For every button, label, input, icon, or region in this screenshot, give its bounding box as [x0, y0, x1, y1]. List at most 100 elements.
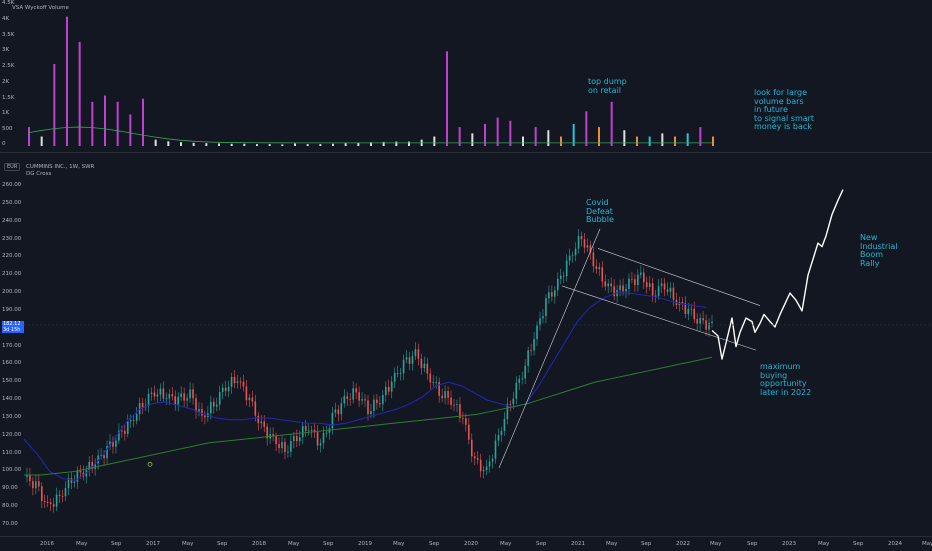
candle-body — [313, 429, 316, 433]
candle-body — [129, 420, 132, 422]
volume-bar — [91, 101, 94, 146]
candle-body — [293, 435, 295, 442]
time-axis-label: Sep — [536, 541, 547, 547]
candle-body — [619, 285, 621, 291]
candle-body — [453, 404, 455, 406]
projection-path — [711, 189, 844, 360]
candle-body — [491, 458, 494, 462]
candle-body — [473, 456, 476, 459]
trendline-rise — [498, 228, 601, 469]
candle-body — [263, 421, 266, 427]
candle-body — [316, 432, 319, 446]
candle-body — [257, 415, 260, 424]
volume-bar — [268, 144, 271, 146]
candle-body — [126, 421, 129, 434]
time-axis-label: Sep — [217, 541, 228, 547]
time-axis-label: May — [710, 541, 722, 547]
candle-body — [625, 288, 627, 292]
volume-bar — [205, 143, 208, 146]
volume-bar — [610, 101, 613, 146]
candle-body — [245, 386, 248, 401]
candle-body — [334, 409, 337, 413]
candle-body — [290, 441, 292, 452]
candle-body — [577, 236, 580, 249]
candle-body — [468, 424, 470, 440]
candle-body — [310, 429, 313, 431]
candle-body — [518, 378, 521, 383]
candle-body — [275, 436, 277, 445]
volume-y-tick: 1.5K — [2, 95, 15, 101]
volume-bar — [496, 117, 499, 146]
candle-body — [156, 394, 159, 397]
symbol-label: CUMMINS INC., 1W, SWR — [26, 164, 95, 170]
candle-body — [562, 275, 565, 277]
candle-body — [138, 402, 141, 415]
time-axis-label: May — [500, 541, 512, 547]
time-axis-label: 2024 — [888, 541, 902, 547]
candle-body — [601, 267, 604, 282]
candle-body — [536, 325, 538, 339]
bar-countdown: 3d 15h — [3, 327, 21, 333]
time-axis-label: Sep — [323, 541, 334, 547]
candle-body — [91, 461, 94, 469]
candle-body — [177, 396, 180, 405]
candle-body — [429, 373, 432, 383]
candle-body — [485, 466, 488, 470]
candle-body — [512, 398, 515, 405]
candle-body — [447, 391, 449, 398]
currency-selector[interactable]: EUR — [4, 163, 21, 171]
time-axis-label: 2018 — [252, 541, 266, 547]
candle-body — [210, 401, 212, 414]
candle-body — [153, 392, 156, 397]
candle-body — [32, 481, 34, 489]
volume-bar — [458, 127, 461, 146]
candle-body — [459, 404, 461, 418]
annotation-look-for-volume: look for large volume bars in future to … — [754, 88, 815, 132]
candle-body — [571, 255, 574, 257]
candle-body — [76, 470, 79, 482]
candle-body — [379, 403, 381, 405]
candle-body — [49, 502, 52, 504]
candle-body — [533, 338, 535, 351]
candle-body — [399, 373, 402, 375]
candle-body — [215, 404, 218, 407]
volume-bar — [636, 136, 638, 146]
volume-bar — [116, 101, 119, 146]
candle-body — [482, 469, 485, 472]
candle-body — [542, 316, 544, 319]
candle-body — [565, 260, 568, 277]
volume-bar — [648, 136, 651, 146]
volume-bar — [395, 141, 398, 146]
candle-body — [648, 283, 651, 287]
price-y-tick: 260.00 — [2, 182, 22, 188]
candle-body — [583, 239, 586, 248]
candle-body — [500, 430, 503, 435]
candle-body — [376, 399, 378, 404]
candle-body — [488, 461, 491, 467]
candle-body — [524, 365, 526, 379]
volume-bar — [522, 136, 524, 146]
volume-bar — [446, 51, 448, 147]
candle-body — [52, 503, 55, 507]
volume-bar — [382, 141, 385, 146]
candle-body — [242, 381, 245, 387]
candle-body — [61, 496, 64, 497]
candle-body — [396, 372, 399, 374]
volume-bar — [230, 143, 233, 146]
candle-body — [545, 298, 547, 317]
candle-body — [405, 357, 408, 360]
candle-body — [343, 396, 346, 404]
price-indicator-label: DG Cross — [26, 171, 52, 177]
volume-bar — [142, 98, 144, 146]
candle-body — [189, 389, 191, 399]
candle-body — [651, 283, 654, 296]
time-axis-label: May — [76, 541, 88, 547]
volume-bar — [40, 136, 43, 146]
candle-body — [417, 349, 420, 359]
candle-body — [554, 290, 556, 297]
candle-body — [73, 481, 76, 483]
candle-body — [693, 308, 696, 320]
candle-body — [420, 358, 423, 369]
golden-cross-marker — [147, 461, 153, 467]
candle-body — [598, 267, 601, 270]
